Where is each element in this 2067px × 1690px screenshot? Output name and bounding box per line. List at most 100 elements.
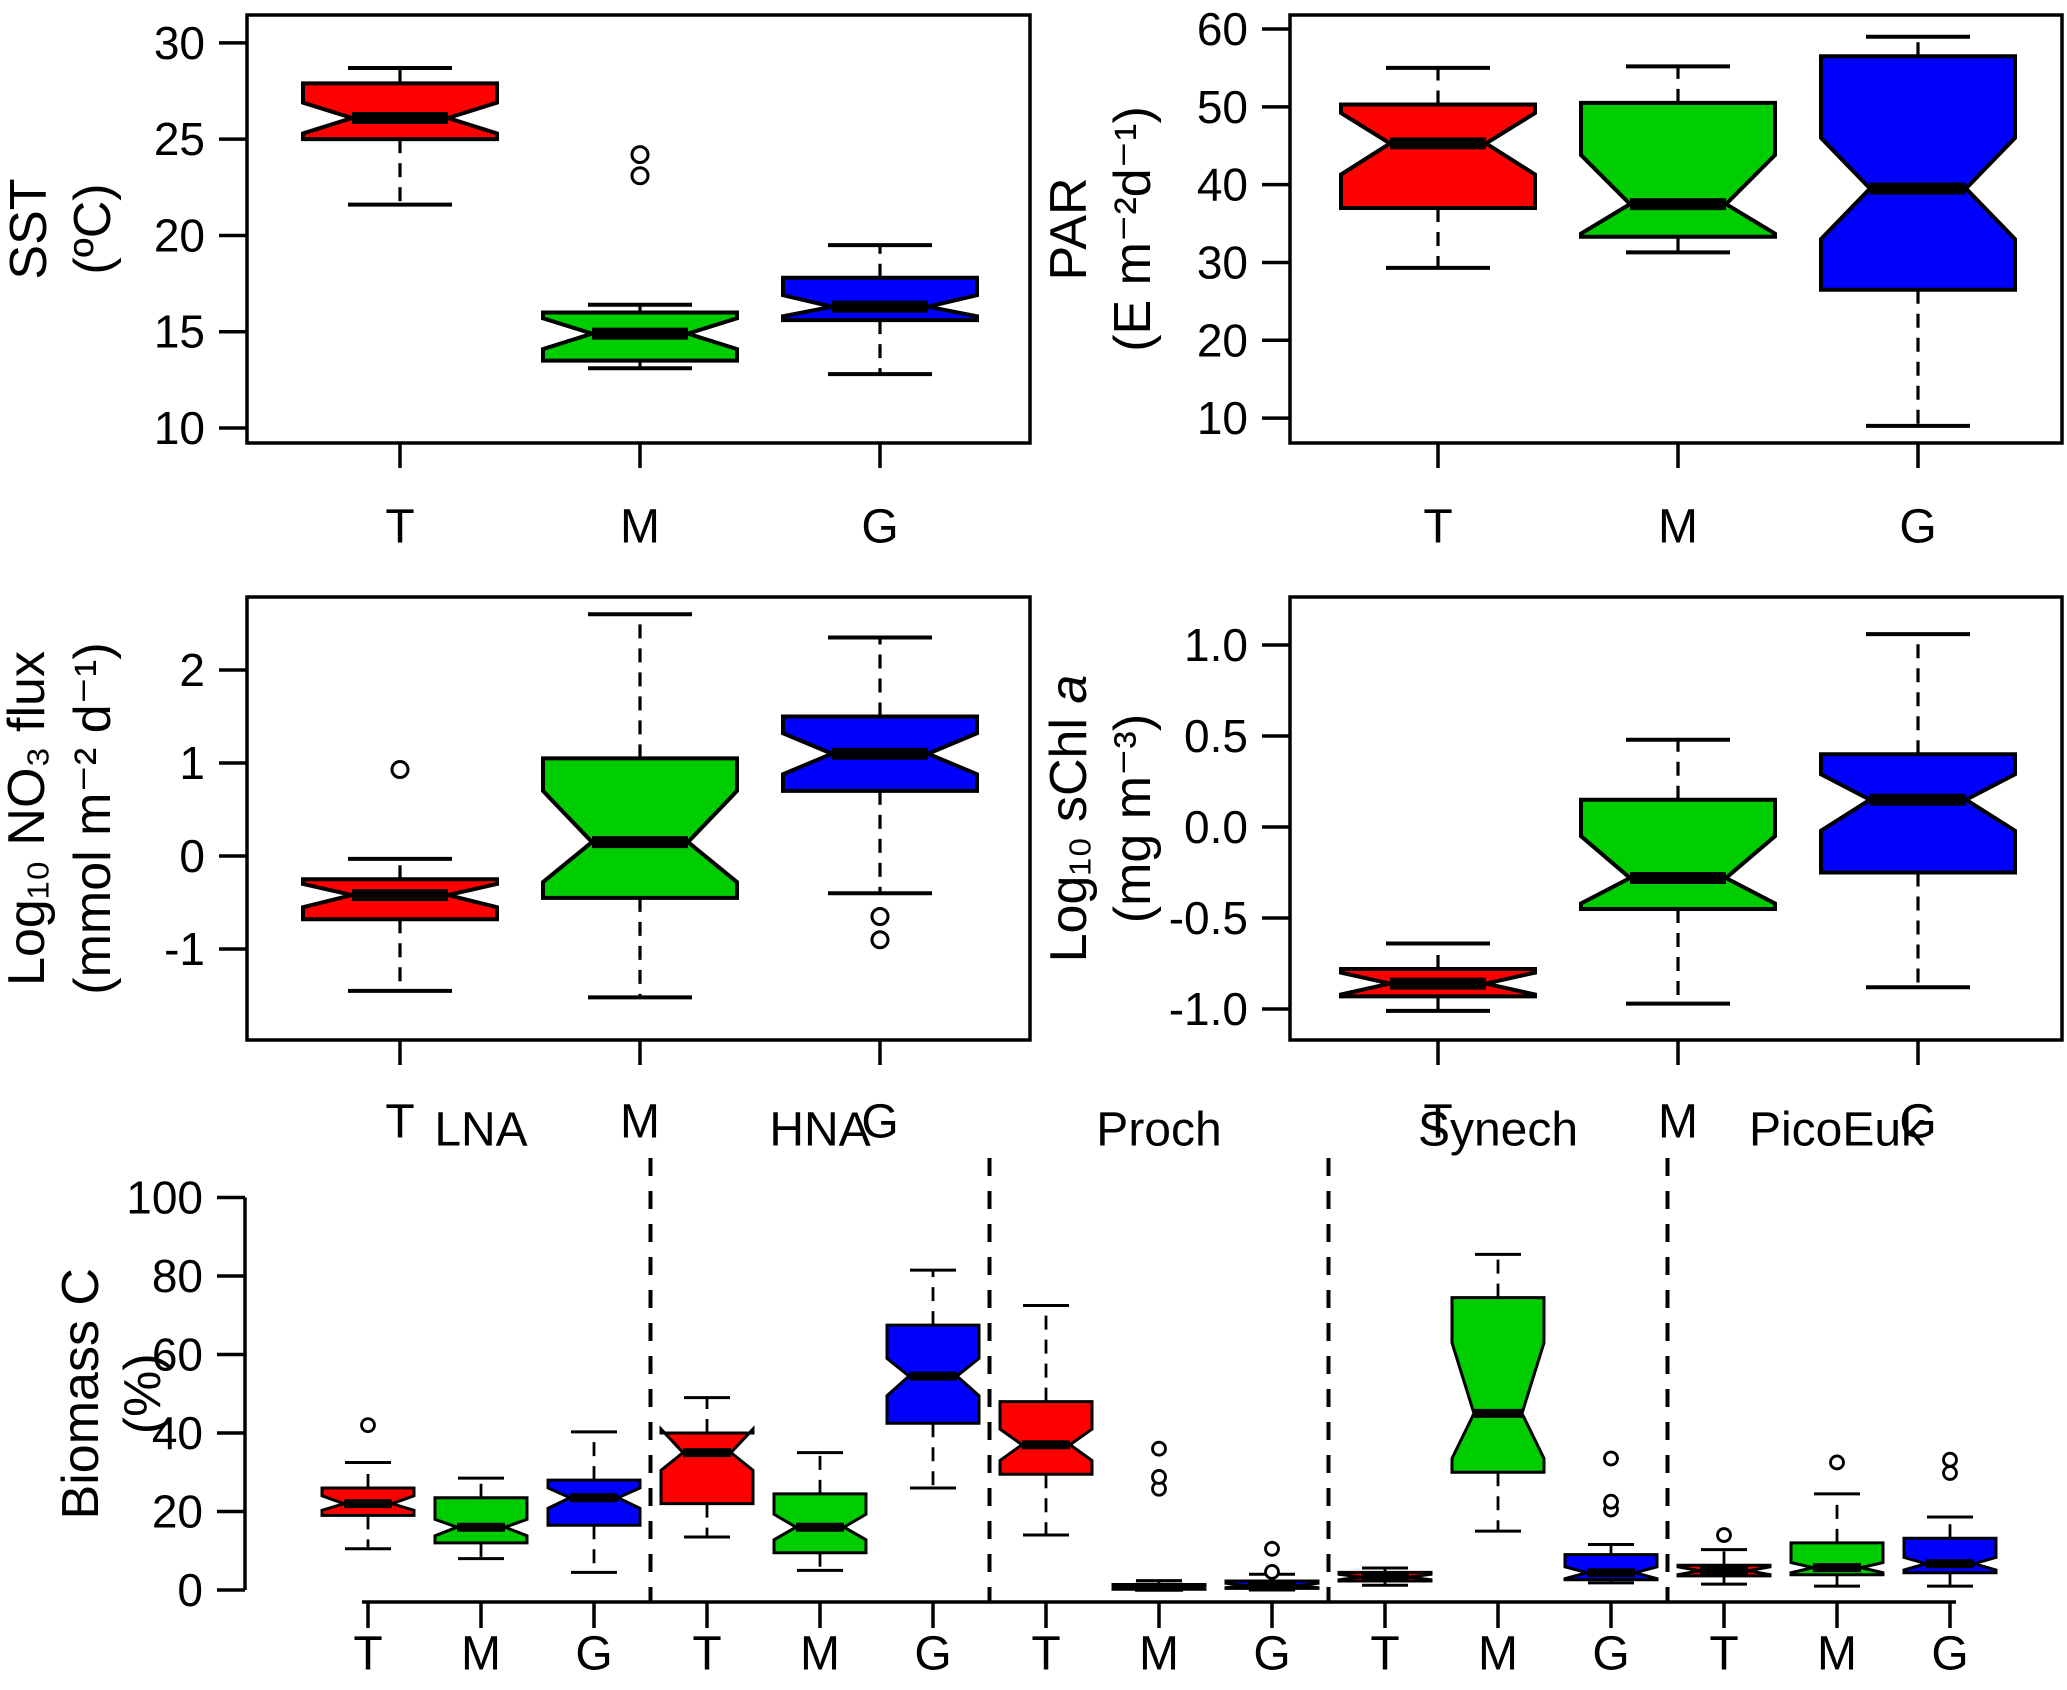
notched-box-body: [781, 275, 979, 323]
box-Synech-G: [1563, 1450, 1659, 1585]
panel-par: 10 20 30 40 50 60 T M G PAR (E m⁻²d⁻¹): [1040, 3, 2064, 554]
box-G: [1819, 34, 2017, 428]
y-tick-label: 30: [154, 17, 205, 69]
x-category-label: M: [1817, 1628, 1857, 1681]
box-HNA-G: [885, 1268, 981, 1490]
box-G: [781, 243, 979, 377]
outlier-point: [390, 760, 410, 780]
y-axis-title-line: (mmol m⁻² d⁻¹): [64, 642, 122, 994]
box-PicoEuk-T: [1676, 1527, 1772, 1586]
outlier-point: [870, 906, 890, 926]
x-category-label: G: [1253, 1628, 1290, 1681]
box-LNA-T: [320, 1417, 416, 1551]
box-G: [1819, 632, 2017, 990]
box-HNA-M: [772, 1451, 868, 1572]
box-T: [1339, 65, 1537, 270]
outlier-point: [1151, 1469, 1167, 1485]
outlier-point: [1264, 1540, 1280, 1557]
x-category-label: M: [620, 501, 660, 554]
plot-frame: [1288, 595, 2064, 1042]
notched-box-body: [659, 1425, 755, 1506]
x-category-label: M: [800, 1628, 840, 1681]
notched-box-body: [1339, 102, 1537, 210]
y-tick-label: 20: [154, 209, 205, 261]
notched-box-body: [1450, 1296, 1546, 1474]
box-Proch-T: [998, 1303, 1094, 1537]
box-Synech-T: [1337, 1566, 1433, 1587]
box-T: [301, 760, 499, 993]
x-category-label: G: [575, 1628, 612, 1681]
y-tick-label: 1: [179, 737, 205, 789]
y-axis-title-line: (mg m⁻³): [1104, 714, 1162, 923]
y-axis-title-line: SST: [0, 178, 58, 279]
box-HNA-T: [659, 1396, 755, 1539]
outlier-point: [360, 1417, 376, 1434]
notched-box-body: [301, 81, 499, 142]
y-tick-label: 1.0: [1184, 619, 1248, 671]
outlier-point: [1942, 1465, 1958, 1481]
y-tick-label: 10: [154, 402, 205, 454]
outlier-point: [630, 145, 650, 165]
x-category-label: T: [1031, 1628, 1060, 1681]
box-T: [301, 65, 499, 207]
y-tick-label: 25: [154, 113, 205, 165]
y-tick-label: 80: [152, 1250, 203, 1302]
notched-box-body: [546, 1478, 642, 1527]
box-LNA-M: [433, 1476, 529, 1561]
y-axis-title-line: (%): [114, 1353, 172, 1434]
y-tick-label: 0.5: [1184, 710, 1248, 762]
outlier-point: [1603, 1493, 1619, 1510]
y-tick-label: 100: [126, 1172, 203, 1224]
notched-box-body: [1579, 797, 1777, 911]
y-tick-label: 20: [152, 1486, 203, 1538]
box-LNA-G: [546, 1430, 642, 1574]
y-tick-label: 20: [1197, 314, 1248, 366]
notched-box-body: [433, 1496, 529, 1545]
outlier-point: [1942, 1451, 1958, 1468]
box-M: [541, 612, 739, 1000]
notched-box-body: [1819, 752, 2017, 875]
x-category-label: M: [1139, 1628, 1179, 1681]
outlier-point: [1716, 1527, 1732, 1543]
x-category-label: G: [1899, 1096, 1936, 1149]
panel-biomass: 0 20 40 60 80 100 LNA HNA Proch Synech PicoEuk T M G T…: [52, 1104, 1998, 1681]
x-category-label: M: [1478, 1628, 1518, 1681]
notched-box-body: [1819, 54, 2017, 292]
x-category-label: T: [1370, 1628, 1399, 1681]
y-tick-label: 30: [1197, 236, 1248, 288]
x-category-label: T: [1423, 501, 1452, 554]
box-Synech-M: [1450, 1252, 1546, 1533]
y-axis-title-line: Log₁₀ sChl a: [1040, 675, 1098, 963]
x-category-label: M: [461, 1628, 501, 1681]
y-tick-label: 40: [1197, 159, 1248, 211]
y-tick-label: 10: [1197, 392, 1248, 444]
outlier-point: [870, 930, 890, 950]
group-label-Synech: Synech: [1418, 1104, 1578, 1157]
y-tick-label: 60: [1197, 3, 1248, 55]
y-axis-title-line: (ºC): [64, 183, 122, 274]
x-category-label: G: [1931, 1628, 1968, 1681]
y-axis-title-line: Biomass C: [52, 1268, 110, 1519]
x-category-label: G: [1899, 501, 1936, 554]
y-tick-label: 0.0: [1184, 801, 1248, 853]
box-PicoEuk-M: [1789, 1454, 1885, 1588]
group-label-Proch: Proch: [1096, 1104, 1221, 1157]
notched-box-body: [998, 1400, 1094, 1476]
y-tick-label: 0: [177, 1564, 203, 1616]
x-category-label: G: [914, 1628, 951, 1681]
group-label-HNA: HNA: [769, 1104, 870, 1157]
box-T: [1339, 941, 1537, 1013]
outlier-point: [1151, 1440, 1167, 1457]
y-tick-label: -0.5: [1169, 892, 1248, 944]
y-tick-label: 0: [179, 830, 205, 882]
panel-schl: -1.0 -0.5 0.0 0.5 1.0 T M G Log₁₀ sChl a(mg m⁻³): [1040, 595, 2064, 1149]
y-tick-label: -1.0: [1169, 983, 1248, 1035]
x-category-label: M: [1658, 1096, 1698, 1149]
y-axis-title-line: PAR: [1040, 177, 1098, 280]
y-tick-label: 50: [1197, 81, 1248, 133]
outlier-point: [1603, 1450, 1619, 1467]
x-category-label: T: [385, 1096, 414, 1149]
x-category-label: T: [692, 1628, 721, 1681]
y-tick-label: -1: [164, 923, 205, 975]
